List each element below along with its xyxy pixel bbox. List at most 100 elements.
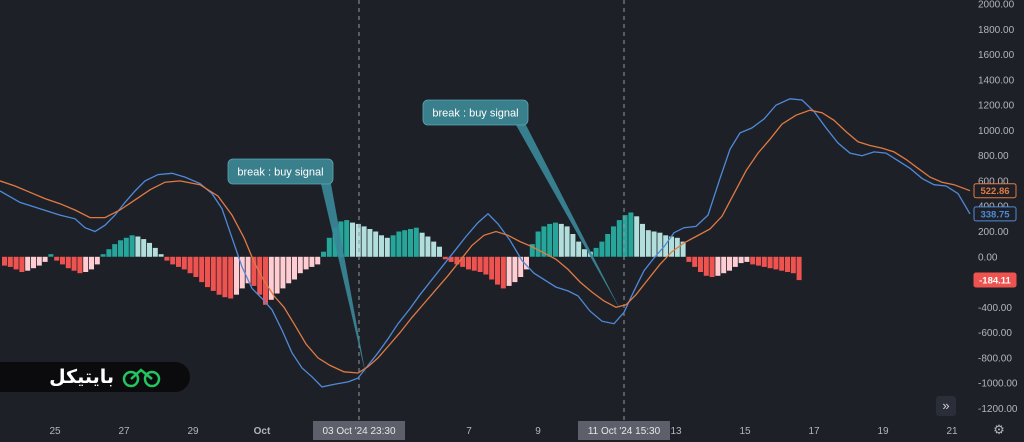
histogram-bar <box>709 256 715 277</box>
histogram-value-badge-bg <box>973 272 1017 288</box>
histogram-bar <box>744 256 750 262</box>
y-tick-label: 1600.00 <box>978 50 1015 61</box>
signal-value-badge-bg <box>973 183 1017 199</box>
histogram-bar <box>692 256 698 267</box>
histogram-bar <box>477 256 483 272</box>
y-tick-label: 1000.00 <box>978 126 1015 137</box>
x-tick-label: 25 <box>49 426 61 437</box>
histogram-bar <box>512 256 518 283</box>
histogram-bar <box>437 246 442 257</box>
histogram-bar <box>698 256 703 272</box>
histogram-bar <box>36 256 42 266</box>
crosshair-label: 03 Oct '24 23:30 <box>322 426 396 437</box>
histogram-bar <box>663 235 669 257</box>
histogram-bar <box>779 256 785 271</box>
histogram-bar <box>750 256 756 265</box>
logo-text: بایتیکل <box>49 366 114 388</box>
histogram-bar <box>796 256 802 281</box>
histogram-bar <box>181 256 187 270</box>
histogram-bar <box>141 239 147 257</box>
histogram-bar <box>721 256 727 274</box>
histogram-bar <box>616 220 622 257</box>
histogram-bar <box>344 220 350 257</box>
histogram-bar <box>42 256 48 262</box>
x-tick-label: 17 <box>808 426 820 437</box>
histogram-bar <box>390 235 396 257</box>
histogram-bar <box>48 254 54 257</box>
histogram-bar <box>402 230 408 257</box>
histogram-bar <box>593 247 599 257</box>
histogram-bar <box>756 256 761 266</box>
histogram-bar <box>576 241 582 257</box>
histogram-bar <box>732 256 738 267</box>
histogram-bar <box>77 256 83 274</box>
annotation-text: break : buy signal <box>237 167 323 179</box>
histogram-bar <box>628 212 634 257</box>
settings-gear-icon[interactable]: ⚙ <box>993 422 1005 437</box>
histogram-bar <box>205 256 210 288</box>
histogram-bar <box>268 256 274 300</box>
histogram-bar <box>657 232 663 257</box>
y-tick-label: 1400.00 <box>978 75 1015 86</box>
histogram-bar <box>274 256 280 294</box>
histogram-bar <box>425 236 431 257</box>
histogram-bar <box>350 222 355 257</box>
x-tick-label: 13 <box>670 426 682 437</box>
histogram-bar <box>297 256 303 274</box>
histogram-bar <box>582 249 587 257</box>
annotations: break : buy signal break : buy signal <box>227 99 621 376</box>
y-tick-label: -400.00 <box>978 303 1012 314</box>
histogram-bar <box>54 256 60 261</box>
crosshair-label-bg <box>313 421 405 440</box>
histogram-bar <box>524 256 529 270</box>
histogram-bar <box>489 256 495 280</box>
histogram-bar <box>547 223 553 257</box>
histogram-bar <box>355 223 361 257</box>
histogram-bar <box>495 256 500 285</box>
crosshair-label: 11 Oct '24 15:30 <box>588 426 661 437</box>
expand-chevrons-icon[interactable]: » <box>936 396 956 416</box>
histogram-bar <box>686 256 692 262</box>
histogram-bar <box>60 256 65 265</box>
histogram-bar <box>112 244 118 257</box>
histogram-bar <box>773 256 779 270</box>
histogram-bar <box>634 216 640 257</box>
histogram-bar <box>65 256 71 269</box>
histogram-bar <box>193 256 199 277</box>
x-tick-label: 21 <box>946 426 958 437</box>
histogram-bar <box>419 232 425 257</box>
histogram-bar <box>471 256 477 271</box>
histogram-bar <box>216 256 222 295</box>
histogram-bar <box>460 256 466 267</box>
annotation-box <box>422 99 529 126</box>
macd-value-badge: 338.75 <box>980 209 1010 220</box>
histogram-bar <box>558 223 564 257</box>
histogram-bar <box>245 256 251 284</box>
crosshair-label-bg <box>578 421 670 440</box>
histogram-bar <box>292 256 297 280</box>
y-tick-label: 800.00 <box>978 151 1009 162</box>
y-tick-label: 600.00 <box>978 176 1009 187</box>
histogram-bar <box>727 256 732 271</box>
histogram-bar <box>680 241 686 257</box>
histogram-bar <box>431 241 437 257</box>
histogram-bar <box>19 256 25 272</box>
crosshair-labels: 03 Oct '24 23:30 11 Oct '24 15:30 <box>313 421 670 440</box>
histogram-bar <box>147 242 152 257</box>
histogram-bar <box>640 223 645 257</box>
histogram-bar <box>367 229 373 257</box>
histogram-bar <box>251 256 257 286</box>
histogram-bar <box>89 256 94 270</box>
histogram-bar <box>785 256 790 272</box>
histogram-bar <box>622 215 628 257</box>
histogram-bar <box>263 256 268 305</box>
histogram-bar <box>222 256 228 298</box>
histogram-bar <box>379 235 384 257</box>
y-tick-label: -1000.00 <box>978 379 1018 390</box>
histogram-bar <box>239 256 245 289</box>
signal-value-badge: 522.86 <box>980 186 1009 197</box>
histogram-bar <box>645 230 651 257</box>
histogram-bar <box>106 249 112 257</box>
histogram-bar <box>466 256 471 270</box>
